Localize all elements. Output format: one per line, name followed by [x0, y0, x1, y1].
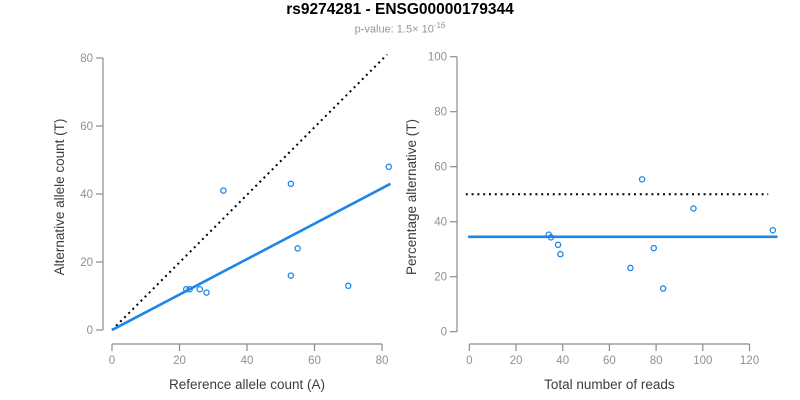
- y-axis-title: Alternative allele count (T): [52, 119, 67, 276]
- x-tick-label: 60: [308, 355, 321, 367]
- y-tick-label: 20: [434, 272, 447, 284]
- x-tick-label: 40: [556, 355, 569, 367]
- scatter-point: [638, 176, 646, 183]
- scatter-point: [287, 272, 295, 279]
- y-tick-label: 0: [87, 325, 93, 337]
- scatter-point: [294, 245, 301, 252]
- fit-line: [111, 182, 392, 332]
- pvalue-exponent: -16: [433, 21, 446, 30]
- x-tick-label: 20: [173, 355, 186, 367]
- scatter-point: [557, 250, 564, 258]
- y-tick-label: 80: [434, 107, 447, 119]
- x-tick-label: 60: [603, 355, 616, 367]
- x-tick-label: 0: [466, 355, 472, 367]
- y-tick-label: 20: [80, 257, 93, 269]
- scatter-point: [547, 234, 555, 241]
- scatter-point: [554, 241, 562, 249]
- scatter-point: [385, 163, 392, 171]
- pvalue-text: p-value: 1.5× 10: [354, 23, 434, 36]
- scatter-point: [196, 285, 203, 293]
- identity-line: [111, 53, 388, 331]
- x-axis-title: Reference allele count (A): [169, 377, 325, 392]
- scatter-point: [769, 226, 777, 234]
- y-axis-title: Percentage alternative (T): [404, 119, 419, 275]
- scatter-point: [659, 285, 667, 292]
- scatter-point: [220, 187, 227, 194]
- scatter-point: [182, 285, 190, 293]
- figure-title: rs9274281 - ENSG00000179344: [286, 1, 514, 18]
- x-axis-title: Total number of reads: [544, 377, 675, 392]
- x-tick-label: 20: [510, 355, 523, 367]
- scatter-point: [287, 180, 295, 188]
- y-tick-label: 0: [441, 327, 447, 339]
- scatter-point: [203, 289, 210, 296]
- x-tick-label: 80: [376, 355, 389, 367]
- y-tick-label: 60: [80, 121, 93, 133]
- y-tick-label: 60: [434, 162, 447, 174]
- scatter-point: [690, 205, 697, 212]
- x-tick-label: 0: [109, 355, 115, 367]
- y-tick-label: 100: [428, 52, 447, 64]
- x-tick-label: 100: [693, 355, 712, 367]
- y-tick-label: 40: [434, 217, 447, 229]
- x-tick-label: 80: [650, 355, 663, 367]
- x-tick-label: 120: [740, 355, 759, 367]
- scatter-point: [186, 285, 193, 293]
- figure-subtitle-pvalue: p-value: 1.5× 10-16: [0, 21, 800, 36]
- scatter-point: [650, 244, 658, 252]
- left-scatter-plot: 0 20 40 60 80 0 20 40 60 80 Reference allele count…: [52, 53, 392, 392]
- scatter-point: [344, 282, 352, 290]
- x-tick-label: 40: [241, 355, 254, 367]
- y-tick-label: 80: [80, 53, 93, 65]
- y-tick-label: 40: [80, 189, 93, 201]
- right-scatter-plot: 0 20 40 60 80 100 0 20 40 60 80 100 120 Total number …: [404, 52, 778, 392]
- scatter-point: [627, 264, 634, 272]
